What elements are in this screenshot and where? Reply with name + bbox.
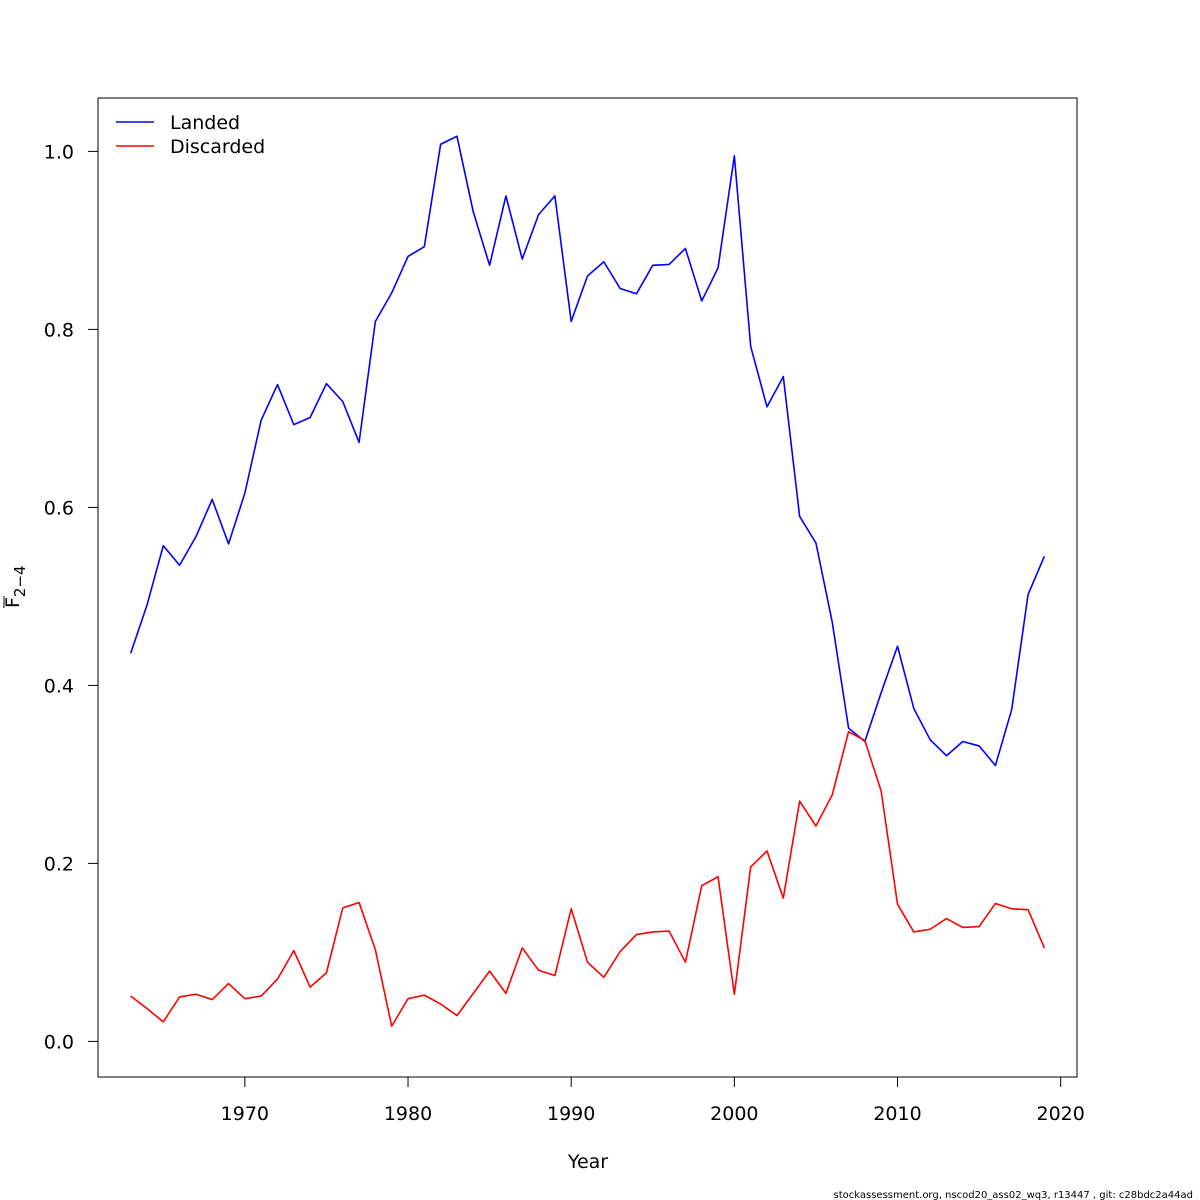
y-tick-label: 1.0 [44, 141, 74, 163]
x-tick-label: 2010 [873, 1103, 921, 1125]
x-axis-label: Year [567, 1151, 608, 1173]
x-tick-label: 1990 [547, 1103, 595, 1125]
y-axis-label-symbol: F [2, 597, 24, 608]
series-line-landed [129, 135, 1046, 767]
series-layer [129, 135, 1046, 1028]
x-tick-label: 2000 [710, 1103, 758, 1125]
x-tick-label: 1970 [221, 1103, 269, 1125]
y-axis-label-subscript: 2−4 [11, 565, 29, 597]
y-axis: 0.0 0.2 0.4 0.6 0.8 1.0 [44, 141, 99, 1053]
y-tick-label: 0.8 [44, 319, 74, 341]
x-tick-label: 2020 [1037, 1103, 1085, 1125]
y-tick-label: 0.0 [44, 1031, 74, 1053]
series-line-discarded [130, 730, 1046, 1028]
footer-caption: stockassessment.org, nscod20_ass02_wq3, … [834, 1190, 1194, 1200]
legend-label-landed: Landed [170, 112, 240, 134]
x-axis: 1970 1980 1990 2000 2010 2020 [221, 1076, 1085, 1125]
legend-label-discarded: Discarded [170, 136, 265, 158]
y-axis-label-main: F2−4 [2, 565, 29, 608]
y-tick-label: 0.2 [44, 853, 74, 875]
y-axis-label: F2−4 [2, 565, 29, 608]
x-tick-label: 1980 [384, 1103, 432, 1125]
y-tick-label: 0.6 [44, 497, 74, 519]
legend: Landed Discarded [116, 112, 265, 158]
y-tick-label: 0.4 [44, 675, 74, 697]
